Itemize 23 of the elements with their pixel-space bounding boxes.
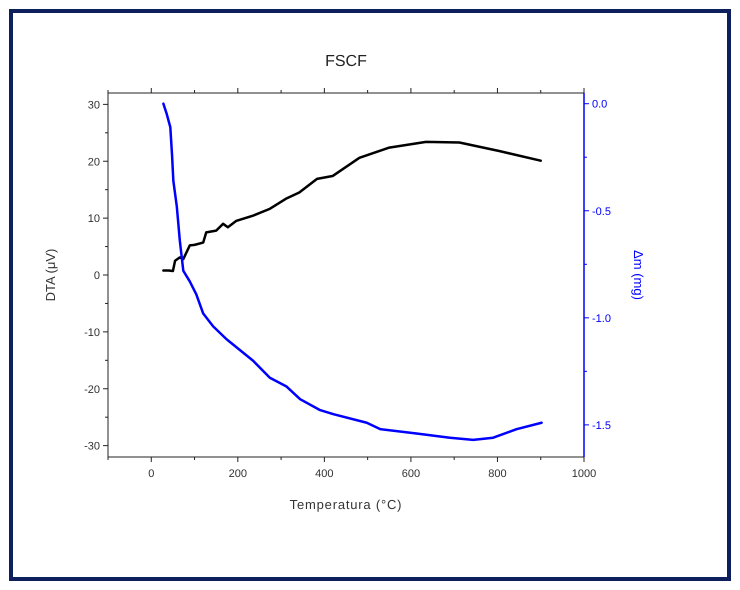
chart-title: FSCF [325,53,368,70]
y2-tick-label: -1.5 [592,420,611,432]
x-tick-label: 1000 [572,468,596,480]
y2-axis-title: Δm (mg) [631,250,646,300]
y-tick-label: 10 [88,213,100,226]
y2-tick-label: -1.0 [592,312,611,325]
y-tick-label: 30 [88,99,100,112]
y-tick-label: -30 [84,440,100,453]
x-tick-label: 400 [315,468,334,480]
x-axis-title: Temperatura (°C) [290,497,402,512]
y-axis-title: DTA (μV) [43,248,58,302]
line-series [162,140,542,272]
y-tick-label: 20 [88,156,100,168]
line-series [162,102,543,442]
y2-tick-label: 0.0 [592,98,608,111]
y2-tick-label: -0.5 [592,206,611,218]
x-tick-label: 800 [488,468,507,480]
y-tick-label: -10 [84,326,100,339]
x-tick-label: 200 [228,468,247,480]
x-tick-label: 0 [148,468,154,480]
x-tick-label: 600 [402,468,420,480]
y-tick-label: 0 [94,270,100,282]
y-tick-label: -20 [84,384,100,396]
